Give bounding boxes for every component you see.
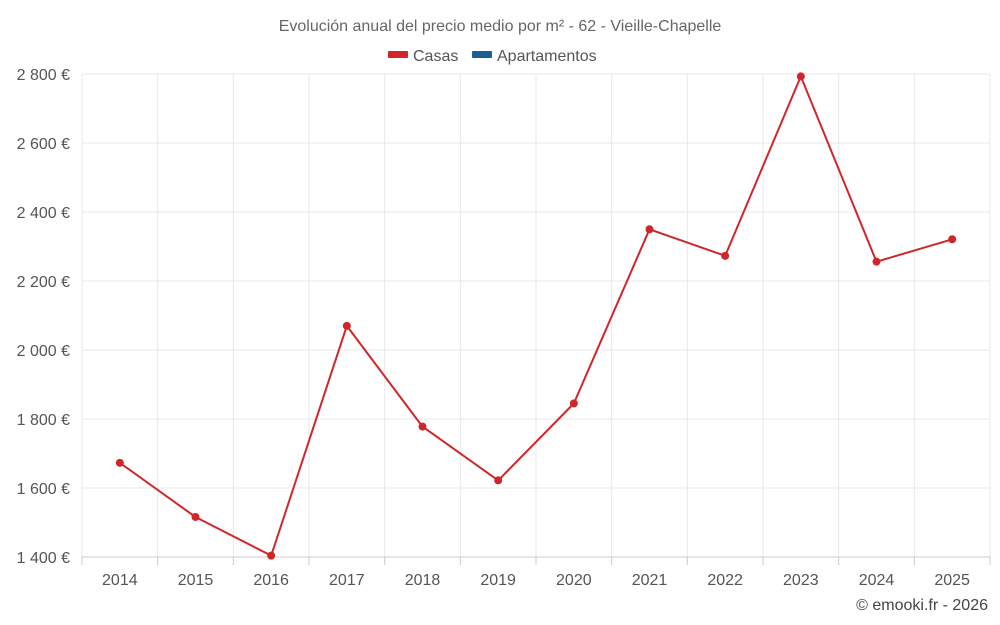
legend-label-casas: Casas <box>413 48 458 65</box>
data-point-casas <box>796 72 805 81</box>
legend-swatch-apartamentos <box>472 51 492 58</box>
data-point-casas <box>267 551 276 560</box>
x-tick-label: 2024 <box>859 572 895 589</box>
y-tick-label: 2 400 € <box>17 205 70 222</box>
data-point-casas <box>191 512 200 521</box>
series-layer <box>115 72 957 560</box>
data-point-casas <box>569 399 578 408</box>
grid <box>81 73 991 557</box>
data-point-casas <box>115 458 124 467</box>
axes: 1 400 € 1 600 € 1 800 € 2 000 € 2 200 € 2 400… <box>17 67 991 589</box>
x-tick-label: 2015 <box>178 572 214 589</box>
legend-label-apartamentos: Apartamentos <box>497 48 597 65</box>
series-line-casas <box>119 75 953 557</box>
legend-item-casas[interactable]: Casas <box>388 48 458 65</box>
data-point-casas <box>872 257 881 266</box>
legend[interactable]: Casas Apartamentos <box>388 48 597 65</box>
x-tick-label: 2016 <box>253 572 289 589</box>
y-tick-label: 1 600 € <box>17 481 70 498</box>
x-tick-label: 2014 <box>102 572 138 589</box>
x-tick-label: 2020 <box>556 572 592 589</box>
x-tick-label: 2022 <box>707 572 743 589</box>
x-tick-label: 2021 <box>632 572 668 589</box>
y-tick-label: 1 400 € <box>17 550 70 567</box>
credit-text[interactable]: © emooki.fr - 2026 <box>856 597 988 614</box>
legend-item-apartamentos[interactable]: Apartamentos <box>472 48 597 65</box>
y-tick-label: 2 200 € <box>17 274 70 291</box>
data-point-casas <box>418 422 427 431</box>
x-tick-label: 2025 <box>934 572 970 589</box>
y-tick-label: 2 600 € <box>17 136 70 153</box>
y-tick-label: 1 800 € <box>17 412 70 429</box>
data-point-casas <box>721 251 730 260</box>
x-tick-label: 2019 <box>480 572 516 589</box>
x-tick-label: 2023 <box>783 572 819 589</box>
data-point-casas <box>948 235 957 244</box>
data-point-casas <box>342 321 351 330</box>
legend-swatch-casas <box>388 51 408 58</box>
y-tick-label: 2 800 € <box>17 67 70 84</box>
x-tick-label: 2018 <box>405 572 441 589</box>
chart-title: Evolución anual del precio medio por m² … <box>279 18 722 35</box>
y-tick-label: 2 000 € <box>17 343 70 360</box>
data-point-casas <box>645 225 654 234</box>
data-point-casas <box>494 476 503 485</box>
x-tick-label: 2017 <box>329 572 365 589</box>
